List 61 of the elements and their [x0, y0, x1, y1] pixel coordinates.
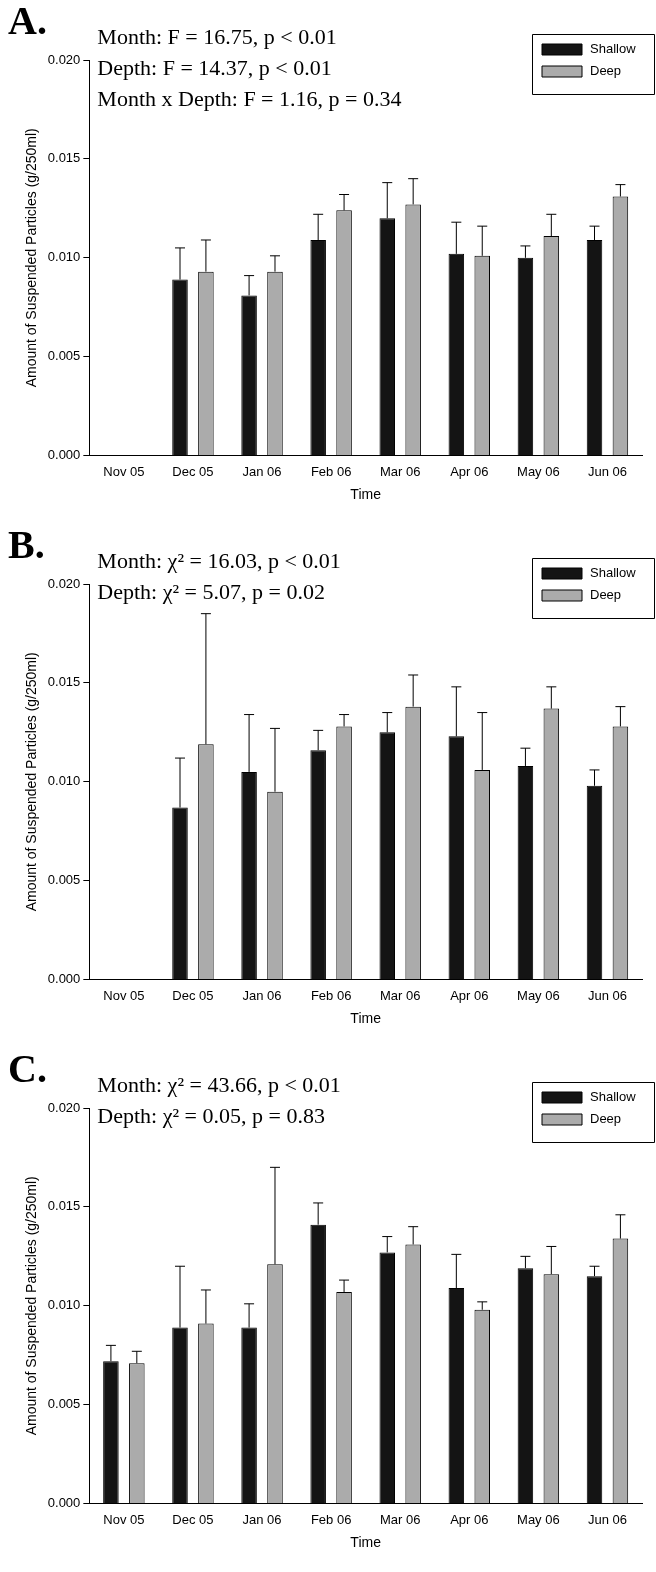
- x-tick-label: Nov 05: [103, 463, 145, 479]
- x-tick-label: Jan 06: [242, 463, 282, 479]
- annotation: Depth: F = 14.37, p < 0.01: [97, 55, 332, 80]
- x-tick-label: May 06: [517, 987, 560, 1003]
- x-tick-label: Jan 06: [242, 1511, 282, 1527]
- x-tick-label: Dec 05: [172, 463, 214, 479]
- x-axis-title: Time: [350, 1534, 382, 1551]
- legend-label: Shallow: [590, 40, 637, 56]
- x-tick-label: Feb 06: [310, 463, 352, 479]
- x-tick-label: Jun 06: [587, 1511, 627, 1527]
- y-axis-title: Amount of Suspended Particles (g/250ml): [23, 128, 40, 388]
- y-tick-label: 0.000: [47, 971, 81, 987]
- chart-title: A.: [8, 0, 47, 44]
- chart-title: B.: [8, 522, 45, 568]
- x-tick-label: Mar 06: [379, 1511, 421, 1527]
- y-tick-label: 0.020: [47, 575, 81, 591]
- annotation: Depth: χ² = 0.05, p = 0.83: [97, 1103, 325, 1128]
- x-tick-label: Mar 06: [379, 987, 421, 1003]
- x-tick-label: Nov 05: [103, 1511, 145, 1527]
- text: Month: χ² = 16.03, p < 0.01: [97, 548, 341, 573]
- x-tick-label: Jan 06: [242, 987, 282, 1003]
- x-tick-label: May 06: [517, 463, 560, 479]
- y-tick-label: 0.020: [47, 51, 81, 67]
- x-tick-label: Jun 06: [587, 463, 627, 479]
- x-tick-label: Jun 06: [587, 987, 627, 1003]
- chart-title: C.: [8, 1046, 47, 1092]
- x-tick-label: May 06: [517, 1511, 560, 1527]
- y-tick-label: 0.005: [47, 348, 81, 364]
- annotation: Month x Depth: F = 1.16, p = 0.34: [97, 86, 402, 111]
- x-tick-label: Nov 05: [103, 987, 145, 1003]
- y-tick-label: 0.010: [47, 249, 81, 265]
- legend-label: Deep: [590, 586, 622, 602]
- y-tick-label: 0.015: [47, 674, 81, 690]
- y-tick-label: 0.000: [47, 447, 81, 463]
- x-tick-label: Apr 06: [450, 1511, 489, 1527]
- x-tick-label: Mar 06: [379, 463, 421, 479]
- x-tick-label: Apr 06: [450, 463, 489, 479]
- y-tick-label: 0.015: [47, 1198, 81, 1214]
- y-tick-label: 0.000: [47, 1495, 81, 1511]
- legend-label: Deep: [590, 62, 622, 78]
- x-tick-label: Apr 06: [450, 987, 489, 1003]
- text: Month: χ² = 43.66, p < 0.01: [97, 1072, 341, 1097]
- x-axis-title: Time: [350, 1010, 382, 1027]
- legend-label: Deep: [590, 1110, 622, 1126]
- y-axis-title: Amount of Suspended Particles (g/250ml): [23, 1176, 40, 1436]
- x-tick-label: Feb 06: [310, 987, 352, 1003]
- y-tick-label: 0.010: [47, 773, 81, 789]
- y-tick-label: 0.005: [47, 1396, 81, 1412]
- legend-label: Shallow: [590, 564, 637, 580]
- y-axis-title: Amount of Suspended Particles (g/250ml): [23, 652, 40, 912]
- text: Month: F = 16.75, p < 0.01: [97, 24, 337, 49]
- annotation: Depth: χ² = 5.07, p = 0.02: [97, 579, 325, 604]
- x-tick-label: Dec 05: [172, 1511, 214, 1527]
- y-tick-label: 0.005: [47, 872, 81, 888]
- x-axis-title: Time: [350, 486, 382, 503]
- y-tick-label: 0.010: [47, 1297, 81, 1313]
- y-tick-label: 0.020: [47, 1099, 81, 1115]
- x-tick-label: Dec 05: [172, 987, 214, 1003]
- x-tick-label: Feb 06: [310, 1511, 352, 1527]
- legend-label: Shallow: [590, 1088, 637, 1104]
- y-tick-label: 0.015: [47, 150, 81, 166]
